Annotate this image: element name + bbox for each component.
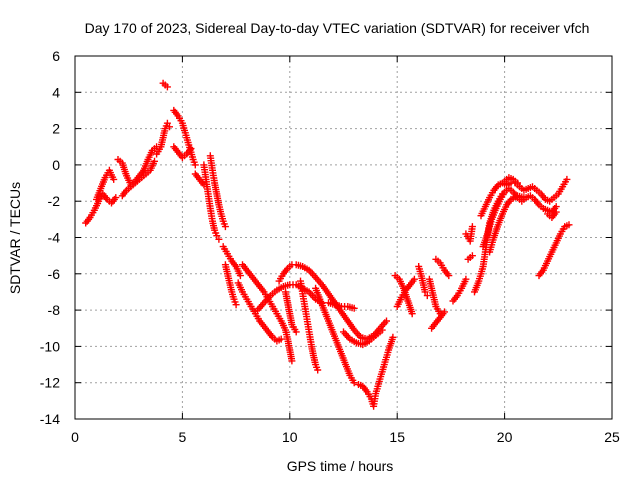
data-point (112, 194, 120, 202)
y-tick-label: -2 (48, 193, 61, 209)
x-tick-label: 0 (71, 429, 79, 445)
data-point (408, 310, 416, 318)
y-tick-label: -6 (48, 266, 61, 282)
data-points (82, 79, 573, 410)
data-point (468, 223, 476, 231)
data-point (565, 221, 573, 229)
data-point (215, 235, 223, 243)
y-tick-label: -12 (40, 375, 60, 391)
data-point (445, 272, 453, 280)
x-axis-label: GPS time / hours (287, 458, 394, 474)
data-point (236, 272, 244, 280)
data-point (389, 333, 397, 341)
y-tick-label: -8 (48, 302, 61, 318)
x-tick-label: 10 (282, 429, 298, 445)
x-tick-label: 25 (604, 429, 620, 445)
y-tick-label: 2 (52, 121, 60, 137)
data-point (221, 223, 229, 231)
data-point (441, 308, 448, 316)
data-point (163, 119, 171, 127)
y-tick-label: 6 (52, 48, 60, 64)
data-point (552, 208, 560, 216)
data-point (277, 335, 285, 343)
data-point (350, 304, 358, 312)
data-point (421, 288, 429, 296)
y-tick-label: -4 (48, 230, 61, 246)
data-point (563, 175, 571, 183)
data-point (110, 175, 118, 183)
data-point (213, 232, 221, 240)
data-point (151, 157, 158, 165)
data-point (468, 252, 476, 260)
data-point (383, 317, 390, 325)
data-point (166, 123, 173, 131)
data-point (378, 326, 386, 334)
data-point (423, 292, 431, 300)
data-point (292, 328, 300, 336)
data-point (462, 275, 470, 283)
data-point (288, 357, 296, 365)
y-axis-label: SDTVAR / TECUs (7, 182, 23, 294)
data-point (514, 179, 521, 187)
data-point (314, 366, 322, 374)
y-tick-label: 4 (52, 84, 60, 100)
y-tick-label: 0 (52, 157, 60, 173)
data-point (191, 161, 199, 169)
data-point (350, 379, 358, 387)
data-point (520, 194, 528, 202)
data-point (410, 275, 418, 283)
data-point (232, 301, 240, 309)
y-tick-label: -10 (40, 338, 60, 354)
x-tick-label: 5 (179, 429, 187, 445)
x-tick-label: 15 (389, 429, 405, 445)
data-point (163, 83, 171, 91)
y-tick-label: -14 (40, 411, 60, 427)
chart-title: Day 170 of 2023, Sidereal Day-to-day VTE… (85, 20, 590, 36)
x-tick-label: 20 (497, 429, 513, 445)
grid (75, 56, 612, 419)
